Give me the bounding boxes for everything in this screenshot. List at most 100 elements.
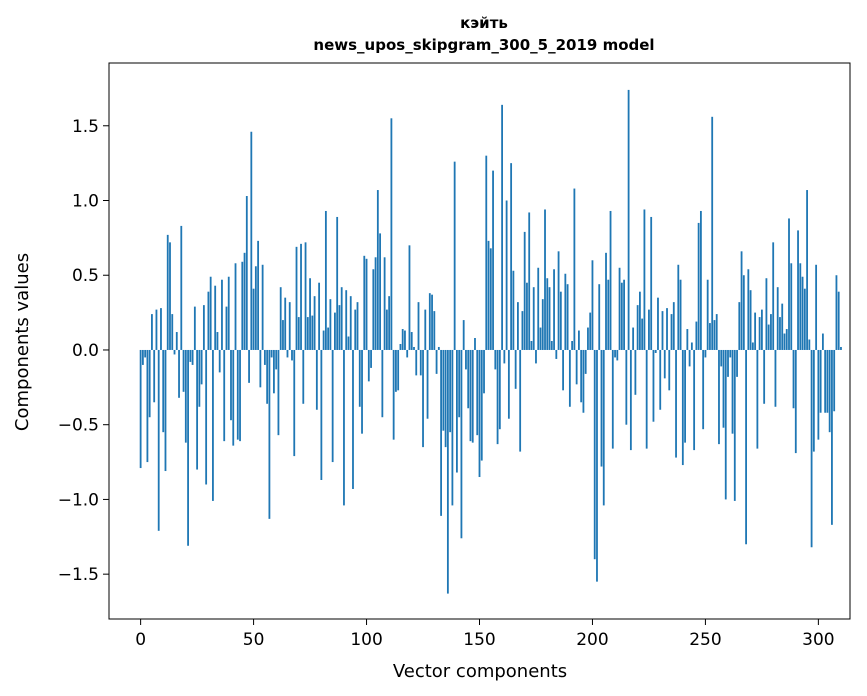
bar <box>223 349 226 442</box>
bar <box>446 349 449 594</box>
bar <box>828 349 831 433</box>
bar <box>492 170 494 350</box>
bar <box>573 188 576 350</box>
bar <box>666 308 668 350</box>
bar <box>559 291 562 350</box>
bar <box>758 317 761 350</box>
bar <box>248 349 250 383</box>
bar <box>553 269 555 350</box>
bar <box>510 163 513 350</box>
bar <box>747 269 750 350</box>
bar <box>797 230 799 350</box>
bar <box>279 287 282 350</box>
bar <box>415 349 418 376</box>
bar <box>216 332 219 350</box>
y-tick-label: 1.5 <box>72 117 99 137</box>
bar <box>693 349 696 451</box>
bar <box>259 349 262 388</box>
bar <box>354 309 357 350</box>
bar <box>519 349 522 452</box>
bar <box>609 210 612 350</box>
bar <box>550 341 553 350</box>
bar <box>245 196 248 350</box>
bar <box>724 349 727 500</box>
bar <box>191 349 194 365</box>
bar <box>406 349 409 358</box>
bar <box>234 263 237 350</box>
x-tick-label: 300 <box>802 630 834 650</box>
bar <box>494 349 497 370</box>
bar <box>331 349 334 463</box>
bar <box>571 341 574 350</box>
y-axis-label: Components values <box>12 253 33 431</box>
chart-subtitle: news_upos_skipgram_300_5_2019 model <box>313 36 654 54</box>
bar <box>367 349 370 382</box>
bar <box>812 349 815 452</box>
bar <box>535 349 537 364</box>
bar <box>709 323 711 350</box>
bar <box>650 216 653 350</box>
bar <box>792 349 795 409</box>
bar <box>507 349 510 419</box>
bar <box>801 276 804 350</box>
bar <box>690 342 693 350</box>
bar <box>451 349 454 506</box>
bar <box>288 302 291 350</box>
bar <box>426 349 429 419</box>
bar <box>175 332 178 350</box>
bar <box>329 299 332 350</box>
x-tick-label: 250 <box>689 630 721 650</box>
bar <box>582 349 585 413</box>
bar <box>620 282 623 350</box>
bar <box>489 248 492 350</box>
bar <box>684 349 686 443</box>
chart-title: кэйть <box>460 14 508 32</box>
bar <box>196 349 199 470</box>
bar <box>704 349 707 358</box>
bar <box>711 116 714 350</box>
bar <box>383 257 386 350</box>
bar <box>749 290 752 350</box>
bar <box>668 349 671 391</box>
bar <box>772 242 775 350</box>
bar <box>399 343 402 350</box>
bar <box>537 267 540 350</box>
bar <box>770 314 772 350</box>
bar <box>794 349 797 454</box>
bar <box>503 349 506 364</box>
bar <box>763 349 766 404</box>
bar <box>548 287 551 350</box>
bar <box>153 349 156 403</box>
bar <box>388 296 391 350</box>
bar <box>304 242 307 350</box>
bar <box>478 349 481 478</box>
bar <box>212 349 214 501</box>
bar <box>293 349 296 457</box>
bar <box>252 288 255 350</box>
bar <box>345 290 348 350</box>
bar <box>575 349 578 385</box>
bar <box>363 255 366 350</box>
bar <box>442 349 445 431</box>
bar <box>230 349 232 421</box>
bar <box>469 349 472 442</box>
bar <box>505 200 508 350</box>
bar <box>164 349 167 472</box>
y-axis: −1.5 −1.0 −0.5 0.0 0.5 1.0 1.5 <box>58 117 109 585</box>
bar <box>578 330 580 350</box>
bar <box>322 330 325 350</box>
bar <box>568 349 571 407</box>
bar <box>788 218 790 350</box>
bar <box>584 349 587 374</box>
bar <box>295 246 298 350</box>
bar <box>562 349 564 391</box>
y-tick-label: −1.0 <box>58 490 99 510</box>
bar <box>144 349 147 358</box>
bar <box>180 225 183 350</box>
y-tick-label: 1.0 <box>72 192 99 212</box>
x-tick-label: 0 <box>135 630 146 650</box>
bar <box>221 279 223 350</box>
bar <box>530 341 533 350</box>
bar <box>790 263 793 350</box>
